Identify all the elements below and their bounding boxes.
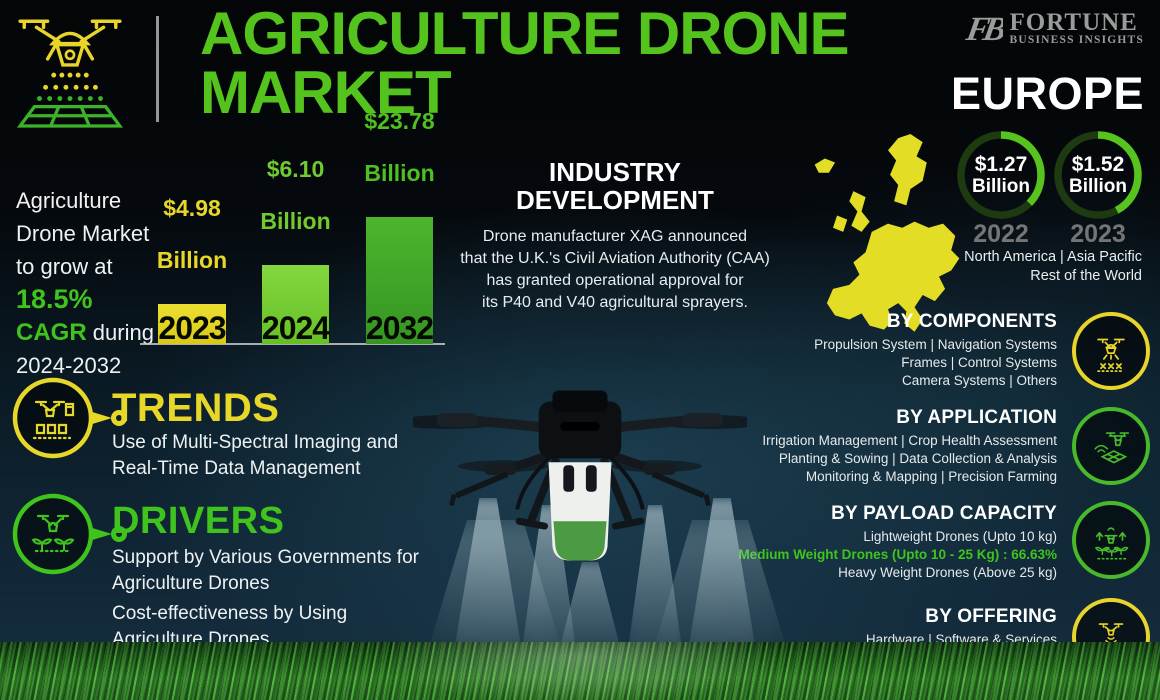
growth-line: Agriculture — [16, 188, 122, 213]
segment-items: Propulsion System | Navigation Systems — [814, 337, 1057, 352]
segment-items: Irrigation Management | Crop Health Asse… — [762, 433, 1057, 448]
industry-heading: INDUSTRY DEVELOPMENT — [516, 157, 714, 215]
bar-year-label: 2032 — [365, 310, 434, 346]
europe-map — [814, 134, 960, 332]
donut-year-label: 2023 — [1070, 220, 1126, 248]
cagr-label: CAGR — [16, 319, 87, 346]
header-divider — [156, 16, 159, 122]
page-title: AGRICULTURE DRONE MARKET — [200, 0, 850, 126]
drone-spray-crops-icon — [1072, 312, 1150, 390]
drone-spraying-field-icon — [16, 19, 124, 128]
bar-value-label: $4.98 Billion — [156, 195, 228, 273]
drone-field-scan-icon — [1072, 407, 1150, 485]
drone-sprouts-icon — [1072, 501, 1150, 579]
segment-items: Lightweight Drones (Upto 10 kg) — [863, 529, 1057, 544]
trends-badge — [12, 374, 134, 462]
industry-development: INDUSTRY DEVELOPMENT Drone manufacturer … — [452, 158, 778, 314]
drivers-title: DRIVERS — [112, 500, 285, 542]
fortune-business-insights-logo: FB FORTUNE BUSINESS INSIGHTS — [961, 10, 1145, 48]
region-label: EUROPE — [950, 68, 1144, 119]
donut-ring-icon — [1054, 131, 1142, 219]
agriculture-drone-image — [413, 390, 747, 561]
growth-note: Agriculture Drone Market to grow at 18.5… — [16, 184, 154, 382]
grass-field — [0, 642, 1160, 700]
segment-by-payload-capacity: BY PAYLOAD CAPACITY Lightweight Drones (… — [738, 503, 1057, 582]
page-title-line2: MARKET — [200, 59, 452, 126]
segment-heading: BY APPLICATION — [896, 407, 1057, 428]
brand-tagline: BUSINESS INSIGHTS — [1009, 34, 1144, 46]
brand-name: FORTUNE — [1009, 9, 1138, 36]
industry-body: Drone manufacturer XAG announced that th… — [460, 228, 770, 311]
segment-by-application: BY APPLICATION Irrigation Management | C… — [762, 407, 1057, 486]
bar-value-label: $23.78 Billion — [364, 108, 435, 186]
segment-heading: BY PAYLOAD CAPACITY — [831, 503, 1057, 524]
donut-2022: $1.27 Billion — [957, 131, 1045, 219]
segment-items: Camera Systems | Others — [901, 373, 1057, 388]
trends-description: Use of Multi-Spectral Imaging and Real-T… — [112, 432, 399, 479]
donut-2023: $1.52 Billion — [1054, 131, 1142, 219]
bar-value-label: $6.10 Billion — [260, 156, 331, 234]
donut-value: $1.52 Billion — [1068, 152, 1128, 197]
segment-heading: BY COMPONENTS — [886, 311, 1057, 332]
growth-line: CAGR during — [16, 319, 154, 346]
donut-value: $1.27 Billion — [971, 152, 1031, 197]
fortune-emblem-icon: FB — [962, 10, 1002, 48]
bar-2032: $23.78 Billion 2032 — [364, 108, 434, 346]
segment-items: Frames | Control Systems — [901, 355, 1057, 370]
drivers-badge — [12, 490, 134, 578]
drone-data-boxes-icon — [12, 377, 127, 459]
svg-text:FB: FB — [962, 10, 1002, 48]
other-regions-note: North America | Asia Pacific Rest of the… — [964, 249, 1142, 284]
donut-ring-icon — [957, 131, 1045, 219]
bar-year-label: 2023 — [158, 310, 226, 346]
drivers-description-1: Support by Various Governments for Agric… — [112, 547, 419, 594]
segment-heading: BY OFFERING — [925, 606, 1057, 627]
growth-line: to grow at — [16, 254, 113, 279]
bar-year-label: 2024 — [261, 310, 330, 346]
segment-items: Monitoring & Mapping | Precision Farming — [805, 469, 1057, 484]
page-title-line1: AGRICULTURE DRONE — [200, 0, 850, 67]
segment-items: Heavy Weight Drones (Above 25 kg) — [838, 565, 1057, 580]
bar-2023: $4.98 Billion 2023 — [157, 195, 227, 346]
cagr-rate: 18.5% — [16, 284, 93, 314]
bar-2024: $6.10 Billion 2024 — [260, 156, 330, 346]
drone-over-plants-icon — [12, 493, 127, 575]
segment-by-components: BY COMPONENTS Propulsion System | Naviga… — [814, 311, 1057, 390]
segment-items: Planting & Sowing | Data Collection & An… — [778, 451, 1057, 466]
growth-line: Drone Market — [16, 221, 150, 246]
forecast-period: 2024-2032 — [16, 353, 122, 378]
chart-baseline — [140, 343, 445, 345]
trends-title: TRENDS — [112, 386, 280, 430]
donut-year-label: 2022 — [973, 220, 1029, 248]
segment-items-highlight: Medium Weight Drones (Upto 10 - 25 Kg) :… — [738, 547, 1057, 562]
